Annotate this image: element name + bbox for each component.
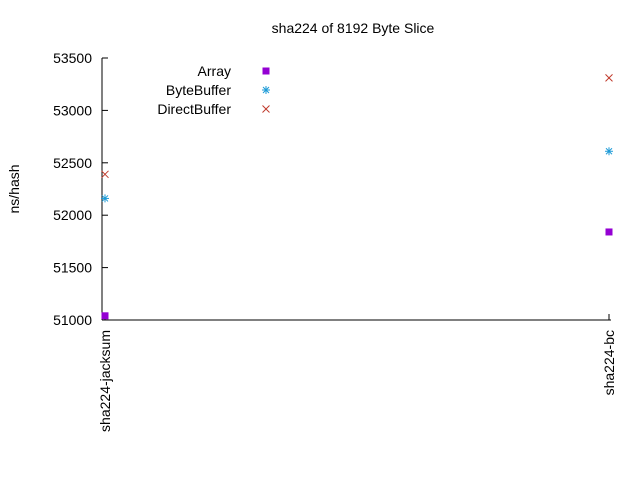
x-tick-label: sha224-jacksum: [97, 330, 113, 432]
legend-marker: [262, 86, 270, 94]
y-tick-label: 53500: [53, 50, 92, 66]
legend: Array ByteBuffer DirectBuffer: [157, 63, 270, 117]
data-point-array: [101, 312, 109, 320]
data-point-bytebuffer: [605, 147, 613, 156]
data-points: [101, 74, 613, 320]
legend-label: Array: [198, 63, 231, 79]
y-tick-label: 51500: [53, 260, 92, 276]
data-point-bytebuffer: [101, 194, 109, 203]
y-tick-label: 52000: [53, 207, 92, 223]
legend-marker: [262, 67, 270, 75]
x-tick-label: sha224-bc: [601, 330, 617, 395]
data-point-array: [605, 228, 613, 236]
legend-label: ByteBuffer: [166, 82, 231, 98]
data-point-directbuffer: [101, 170, 109, 179]
y-tick-label: 52500: [53, 155, 92, 171]
legend-marker: [262, 105, 270, 113]
y-tick-label: 51000: [53, 312, 92, 328]
data-point-directbuffer: [605, 74, 613, 82]
plot-axes: 51000 51500 52000 52500 53000 53500 sha224-jac…: [53, 50, 617, 432]
legend-label: DirectBuffer: [157, 101, 231, 117]
chart-title: sha224 of 8192 Byte Slice: [272, 20, 435, 36]
y-tick-label: 53000: [53, 102, 92, 118]
y-axis-label: ns/hash: [6, 164, 22, 213]
